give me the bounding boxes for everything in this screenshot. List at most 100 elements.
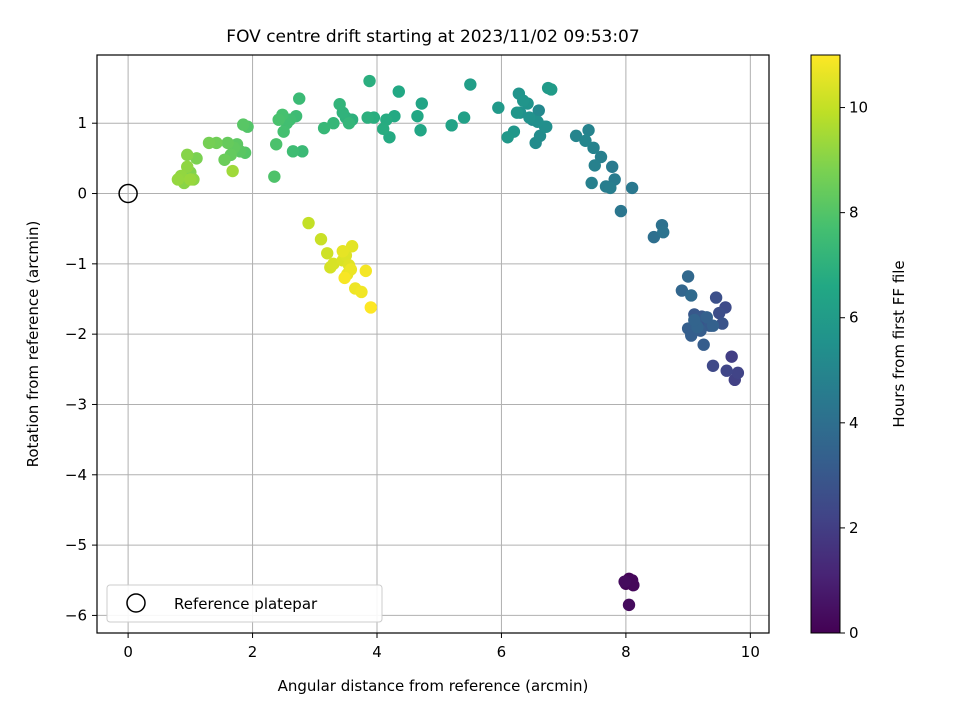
data-point <box>492 101 505 114</box>
data-point <box>293 92 306 105</box>
colorbar-ticks: 0 2 4 6 8 10 <box>840 99 868 642</box>
colorbar-tick-label: 0 <box>849 624 859 642</box>
data-point <box>321 247 334 260</box>
data-point <box>709 291 723 304</box>
data-point <box>731 366 745 380</box>
y-tick-label: 1 <box>77 114 87 132</box>
data-point <box>202 136 216 150</box>
data-point <box>618 575 631 588</box>
colorbar-gradient <box>810 54 841 634</box>
data-point <box>445 119 458 132</box>
y-tick-label: −1 <box>65 255 87 273</box>
data-point <box>697 338 710 351</box>
data-point <box>725 350 738 363</box>
data-point <box>415 97 428 110</box>
legend: Reference platepar <box>106 584 383 623</box>
y-tick-label: −3 <box>65 395 87 413</box>
data-point <box>237 118 250 131</box>
data-point <box>272 113 285 126</box>
data-point <box>364 301 377 314</box>
data-point <box>606 160 619 174</box>
data-point <box>268 170 281 183</box>
colorbar-tick-label: 10 <box>849 99 868 117</box>
data-point <box>685 289 698 302</box>
colorbar: 0 2 4 6 8 10 Hours from first FF file <box>810 54 908 642</box>
data-point <box>181 148 194 162</box>
data-point <box>314 233 328 246</box>
data-point <box>327 257 340 271</box>
y-axis: −6 −5 −4 −3 −2 −1 0 1 <box>65 114 97 624</box>
data-point <box>517 94 530 107</box>
data-point <box>681 270 695 283</box>
data-point <box>359 264 372 278</box>
data-points <box>171 74 745 612</box>
data-point <box>579 134 592 147</box>
x-tick-label: 0 <box>123 643 133 661</box>
data-point <box>720 364 733 377</box>
colorbar-tick-label: 4 <box>849 414 859 432</box>
x-tick-label: 6 <box>497 643 507 661</box>
x-tick-label: 10 <box>741 643 760 661</box>
data-point <box>533 129 547 143</box>
colorbar-tick-label: 2 <box>849 519 859 537</box>
data-point <box>190 152 203 165</box>
data-point <box>614 204 628 218</box>
data-point <box>355 285 368 299</box>
data-point <box>286 145 300 158</box>
grid <box>97 55 769 633</box>
data-point <box>363 74 376 88</box>
legend-box <box>106 584 383 623</box>
data-point <box>604 181 617 195</box>
data-point <box>338 271 351 285</box>
reference-point <box>118 183 138 204</box>
data-point <box>587 141 600 155</box>
data-point <box>532 104 545 117</box>
data-point <box>296 145 309 158</box>
data-point <box>277 125 290 138</box>
data-point <box>218 153 231 166</box>
data-point <box>545 83 558 96</box>
x-tick-label: 8 <box>621 643 631 661</box>
data-point <box>675 284 689 297</box>
data-point <box>414 124 427 137</box>
data-point <box>585 176 598 190</box>
data-point <box>333 98 346 111</box>
data-point <box>569 129 583 143</box>
x-tick-label: 4 <box>372 643 382 661</box>
data-point <box>625 181 639 195</box>
y-tick-label: 0 <box>77 185 87 203</box>
data-point <box>327 117 340 130</box>
data-point <box>181 160 194 174</box>
data-point <box>411 109 424 123</box>
data-point <box>377 122 390 136</box>
data-point <box>302 216 315 230</box>
colorbar-label: Hours from first FF file <box>890 260 908 427</box>
x-axis: 0 2 4 6 8 10 <box>123 633 760 661</box>
y-tick-label: −6 <box>65 606 87 624</box>
data-point <box>716 317 729 330</box>
y-axis-label: Rotation from reference (arcmin) <box>24 221 42 468</box>
data-point <box>582 124 595 137</box>
data-point <box>342 117 356 130</box>
data-point <box>713 306 726 320</box>
y-tick-label: −5 <box>65 536 87 554</box>
data-point <box>184 173 197 186</box>
data-point <box>688 313 701 327</box>
data-point <box>464 78 477 91</box>
data-point <box>657 225 670 239</box>
data-point <box>706 359 720 372</box>
data-point <box>523 111 536 124</box>
plot-frame <box>96 54 770 634</box>
y-tick-label: −2 <box>65 325 87 343</box>
data-point <box>706 319 720 332</box>
colorbar-tick-label: 6 <box>849 309 859 327</box>
data-point <box>317 121 331 135</box>
data-point <box>647 230 661 244</box>
data-point <box>392 85 405 98</box>
legend-marker <box>126 593 146 613</box>
data-point <box>171 173 185 186</box>
data-point <box>501 131 514 144</box>
data-point <box>345 240 359 253</box>
data-point <box>226 164 239 178</box>
